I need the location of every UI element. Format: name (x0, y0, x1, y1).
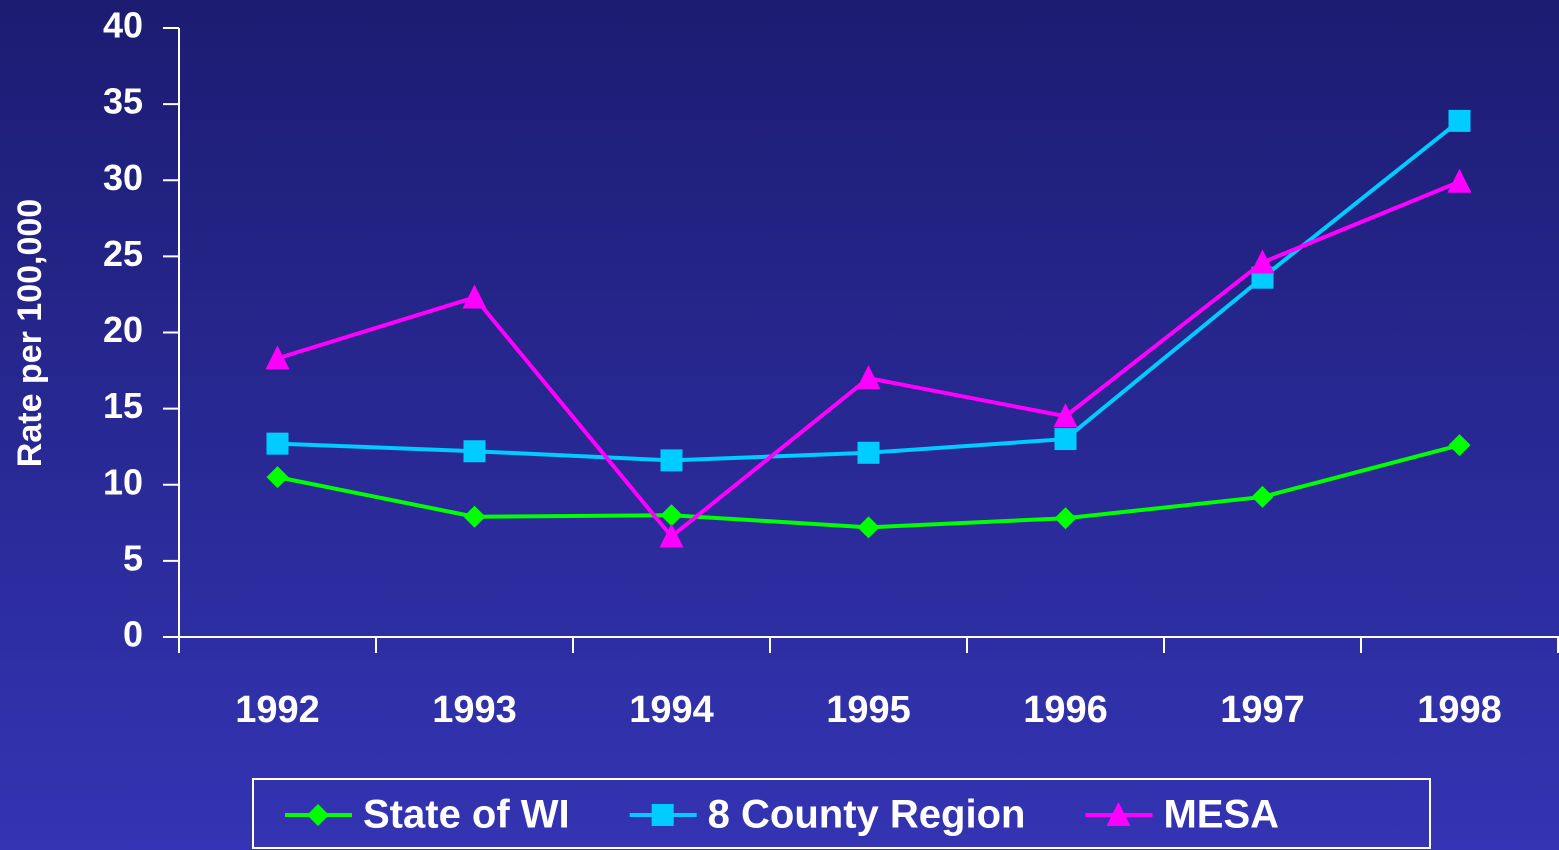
data-point (857, 516, 880, 539)
data-point (857, 441, 880, 464)
data-point (266, 432, 289, 455)
y-axis-title: Rate per 100,000 (11, 199, 49, 467)
legend-marker (651, 804, 674, 826)
data-point (463, 505, 486, 528)
data-point (1054, 428, 1077, 451)
data-point (1251, 485, 1274, 508)
x-tick-label: 1997 (1220, 689, 1305, 731)
y-tick-label: 25 (103, 233, 143, 274)
y-tick-label: 30 (103, 157, 143, 198)
data-point (1053, 403, 1078, 428)
x-tick-label: 1998 (1417, 689, 1502, 731)
x-tick-label: 1993 (432, 689, 517, 731)
y-tick-label: 0 (123, 614, 143, 655)
y-tick-label: 5 (123, 537, 143, 578)
legend-label: 8 County Region (708, 793, 1026, 837)
data-point (266, 466, 289, 489)
data-point (1054, 507, 1077, 530)
legend-box (252, 778, 1431, 849)
data-point (856, 365, 881, 390)
y-tick-label: 20 (103, 309, 143, 350)
data-point (463, 440, 486, 463)
y-tick-label: 10 (103, 461, 143, 502)
legend-label: State of WI (363, 793, 570, 837)
data-point (1447, 168, 1472, 193)
data-point (660, 449, 683, 472)
legend-label: MESA (1163, 793, 1279, 837)
x-tick-label: 1995 (826, 689, 911, 731)
data-point (660, 504, 683, 527)
data-point (1448, 434, 1471, 457)
x-tick-label: 1992 (235, 689, 320, 731)
data-point (1448, 109, 1471, 132)
y-tick-label: 35 (103, 81, 143, 122)
x-tick-label: 1994 (629, 689, 714, 731)
legend-marker (307, 804, 329, 826)
x-tick-label: 1996 (1023, 689, 1108, 731)
data-point (659, 523, 684, 548)
data-point (1250, 249, 1275, 274)
data-point (265, 345, 290, 370)
data-point (462, 284, 487, 309)
legend-marker (1106, 802, 1131, 826)
y-tick-label: 15 (103, 385, 143, 426)
y-tick-label: 40 (103, 5, 143, 46)
